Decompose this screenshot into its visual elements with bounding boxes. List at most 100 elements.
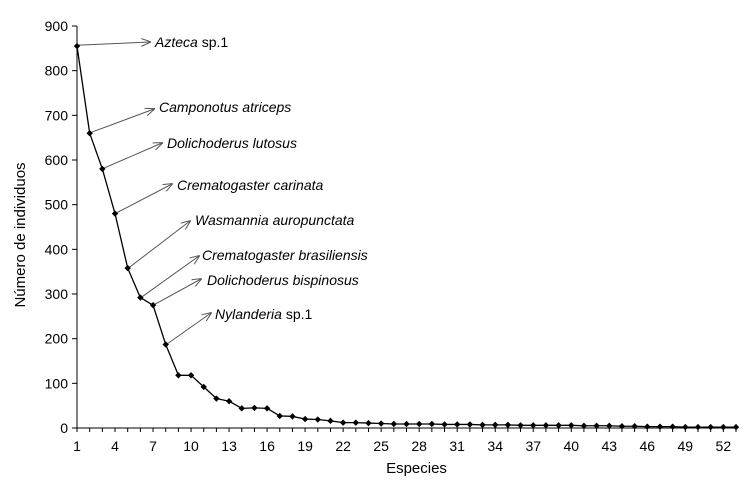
data-point (580, 422, 588, 429)
annotation-label: Camponotus atriceps (159, 99, 291, 115)
data-point (365, 419, 372, 427)
data-point (390, 420, 398, 428)
x-tick-label: 25 (373, 438, 389, 454)
annotation-arrow (154, 279, 201, 305)
data-point (137, 294, 144, 301)
x-tick-label: 13 (221, 438, 237, 454)
x-tick-label: 34 (487, 438, 503, 454)
annotation-genus: Nylanderia (215, 306, 282, 322)
data-point (669, 423, 676, 430)
y-tick-label: 900 (45, 18, 69, 34)
x-tick-label: 31 (449, 438, 465, 454)
y-ticks: 0 100 200 300 400 500 600 700 800 900 (45, 18, 77, 436)
x-tick-label: 52 (716, 438, 732, 454)
x-axis-title: Especies (386, 460, 447, 477)
annotation-genus: Dolichoderus (167, 135, 249, 151)
annotation-arrow (116, 184, 172, 214)
data-point (466, 421, 474, 428)
x-ticks: 1 4 7 10 13 16 19 22 25 28 31 34 37 40 43 46 49 52 (73, 428, 737, 454)
annotations: Azteca sp.1 Camponotus atriceps Dolichoder… (78, 34, 368, 344)
x-tick-label: 28 (411, 438, 427, 454)
data-point (530, 422, 537, 429)
data-point (175, 372, 182, 379)
annotation-genus: Crematogaster (177, 177, 271, 193)
data-point (656, 423, 664, 430)
y-tick-label: 600 (45, 152, 69, 168)
annotation-epithet: lutosus (253, 135, 297, 151)
data-point (504, 421, 512, 429)
data-point (111, 210, 119, 217)
data-point (453, 421, 461, 428)
data-point (631, 423, 638, 430)
x-tick-label: 4 (111, 438, 119, 454)
data-point (644, 423, 651, 430)
data-point (593, 422, 600, 429)
annotation-label: Nylanderia sp.1 (215, 306, 313, 322)
annotation-epithet: sp.1 (286, 306, 313, 322)
x-tick-label: 16 (259, 438, 275, 454)
data-point (187, 372, 195, 379)
y-tick-label: 500 (45, 197, 69, 213)
data-point (339, 419, 347, 426)
data-point (200, 383, 207, 391)
data-point (301, 415, 309, 423)
y-tick-label: 100 (45, 375, 69, 391)
data-point (428, 420, 436, 428)
y-tick-label: 200 (45, 331, 69, 347)
x-tick-label: 37 (525, 438, 541, 454)
annotation-genus: Dolichoderus (207, 272, 289, 288)
x-tick-label: 40 (563, 438, 579, 454)
data-point (289, 413, 296, 420)
y-tick-label: 800 (45, 63, 69, 79)
x-tick-label: 43 (601, 438, 617, 454)
annotation-arrow (104, 143, 162, 169)
data-point (517, 422, 524, 429)
data-point (314, 416, 321, 423)
data-point (377, 420, 385, 427)
data-point (682, 423, 689, 431)
data-point (263, 405, 271, 412)
data-point (99, 165, 106, 173)
data-point (555, 422, 562, 429)
data-point (441, 421, 448, 428)
data-point (542, 422, 550, 429)
y-axis-title: Número de individuos (12, 162, 29, 307)
data-point (694, 423, 702, 431)
y-tick-label: 700 (45, 107, 69, 123)
annotation-epithet: sp.1 (202, 34, 229, 50)
data-point (606, 422, 613, 429)
annotation-epithet: auropunctata (273, 212, 355, 228)
x-tick-label: 10 (183, 438, 199, 454)
annotation-arrow (129, 221, 190, 268)
data-point (403, 420, 410, 428)
x-tick-label: 49 (678, 438, 694, 454)
annotation-label: Wasmannia auropunctata (195, 212, 355, 228)
annotation-label: Crematogaster carinata (177, 177, 324, 193)
data-point (568, 422, 575, 429)
data-point (238, 405, 245, 412)
data-point (327, 417, 334, 425)
data-point (86, 130, 93, 137)
data-point (732, 423, 740, 431)
data-point (707, 423, 714, 431)
data-point (618, 423, 626, 430)
data-point (73, 42, 81, 50)
series (73, 42, 740, 431)
x-tick-label: 7 (149, 438, 157, 454)
annotation-label: Dolichoderus bispinosus (207, 272, 359, 288)
data-point (276, 412, 283, 420)
annotation-label: Dolichoderus lutosus (167, 135, 297, 151)
x-tick-label: 19 (297, 438, 313, 454)
annotation-epithet: brasiliensis (298, 247, 367, 263)
annotation-epithet: carinata (273, 177, 323, 193)
data-point (479, 421, 486, 429)
annotation-label: Azteca sp.1 (154, 34, 228, 50)
data-point (720, 423, 727, 431)
data-point (415, 420, 423, 428)
x-tick-label: 1 (73, 438, 81, 454)
y-tick-label: 400 (45, 241, 69, 257)
annotation-arrow (167, 313, 211, 344)
data-point (225, 398, 233, 405)
annotation-label: Crematogaster brasiliensis (202, 247, 368, 263)
